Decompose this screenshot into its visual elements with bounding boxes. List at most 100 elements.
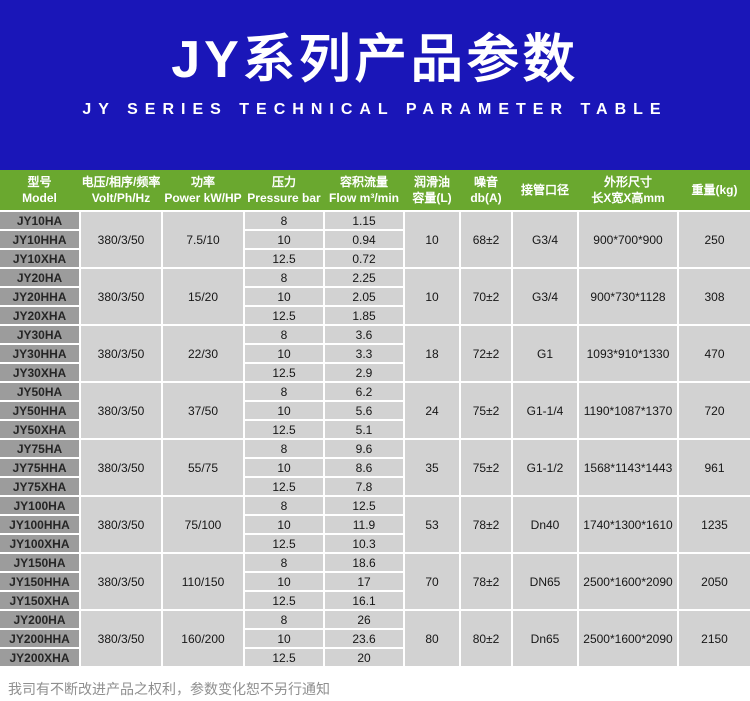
flow-cell: 8.6 bbox=[325, 459, 403, 476]
weight-cell: 308 bbox=[679, 269, 750, 324]
power-cell: 7.5/10 bbox=[163, 212, 243, 267]
dimensions-cell: 1568*1143*1443 bbox=[579, 440, 677, 495]
pressure-cell: 8 bbox=[245, 269, 323, 286]
flow-cell: 1.85 bbox=[325, 307, 403, 324]
pipe-diameter-cell: Dn40 bbox=[513, 497, 577, 552]
pressure-cell: 10 bbox=[245, 231, 323, 248]
model-cell: JY30HA bbox=[0, 326, 79, 343]
pressure-cell: 12.5 bbox=[245, 535, 323, 552]
weight-cell: 1235 bbox=[679, 497, 750, 552]
power-cell: 75/100 bbox=[163, 497, 243, 552]
column-header: 接管口径 bbox=[513, 170, 577, 210]
pressure-cell: 8 bbox=[245, 497, 323, 514]
column-header: 压力 Pressure bar bbox=[245, 170, 323, 210]
flow-cell: 2.9 bbox=[325, 364, 403, 381]
pressure-cell: 10 bbox=[245, 402, 323, 419]
flow-cell: 26 bbox=[325, 611, 403, 628]
weight-cell: 250 bbox=[679, 212, 750, 267]
flow-cell: 9.6 bbox=[325, 440, 403, 457]
page-subtitle: JY SERIES TECHNICAL PARAMETER TABLE bbox=[82, 101, 668, 119]
flow-cell: 5.6 bbox=[325, 402, 403, 419]
volt-cell: 380/3/50 bbox=[81, 497, 161, 552]
table-group: JY75HA JY75HHA JY75XHA 380/3/50 55/75 8 10 12.5… bbox=[0, 440, 750, 495]
model-cell: JY100HHA bbox=[0, 516, 79, 533]
column-header: 容积流量 Flow m³/min bbox=[325, 170, 403, 210]
flow-cell: 16.1 bbox=[325, 592, 403, 609]
noise-cell: 78±2 bbox=[461, 554, 511, 609]
column-header: 电压/相序/频率 Volt/Ph/Hz bbox=[81, 170, 161, 210]
table-group: JY200HA JY200HHA JY200XHA 380/3/50 160/200 8 1… bbox=[0, 611, 750, 666]
table-body: JY10HA JY10HHA JY10XHA 380/3/50 7.5/10 8 10 12.… bbox=[0, 210, 750, 666]
power-cell: 15/20 bbox=[163, 269, 243, 324]
flow-cell: 1.15 bbox=[325, 212, 403, 229]
pressure-cell: 12.5 bbox=[245, 478, 323, 495]
weight-cell: 720 bbox=[679, 383, 750, 438]
weight-cell: 2150 bbox=[679, 611, 750, 666]
pressure-cell: 8 bbox=[245, 326, 323, 343]
pressure-cell: 12.5 bbox=[245, 250, 323, 267]
column-header-line2: Power kW/HP bbox=[164, 191, 242, 205]
dimensions-cell: 1093*910*1330 bbox=[579, 326, 677, 381]
column-header: 重量(kg) bbox=[679, 170, 750, 210]
model-cell: JY200XHA bbox=[0, 649, 79, 666]
noise-cell: 75±2 bbox=[461, 383, 511, 438]
noise-cell: 75±2 bbox=[461, 440, 511, 495]
pressure-cell: 12.5 bbox=[245, 592, 323, 609]
flow-cell: 2.05 bbox=[325, 288, 403, 305]
model-cell: JY75HA bbox=[0, 440, 79, 457]
volt-cell: 380/3/50 bbox=[81, 440, 161, 495]
table-group: JY100HA JY100HHA JY100XHA 380/3/50 75/100 8 10… bbox=[0, 497, 750, 552]
pipe-diameter-cell: G3/4 bbox=[513, 212, 577, 267]
oil-capacity-cell: 80 bbox=[405, 611, 459, 666]
power-cell: 22/30 bbox=[163, 326, 243, 381]
flow-cell: 3.3 bbox=[325, 345, 403, 362]
volt-cell: 380/3/50 bbox=[81, 326, 161, 381]
column-header-line1: 重量(kg) bbox=[691, 182, 738, 197]
column-header: 功率 Power kW/HP bbox=[163, 170, 243, 210]
power-cell: 110/150 bbox=[163, 554, 243, 609]
model-cell: JY150HHA bbox=[0, 573, 79, 590]
dimensions-cell: 1740*1300*1610 bbox=[579, 497, 677, 552]
dimensions-cell: 900*700*900 bbox=[579, 212, 677, 267]
flow-cell: 18.6 bbox=[325, 554, 403, 571]
flow-cell: 23.6 bbox=[325, 630, 403, 647]
pipe-diameter-cell: G1-1/2 bbox=[513, 440, 577, 495]
oil-capacity-cell: 35 bbox=[405, 440, 459, 495]
volt-cell: 380/3/50 bbox=[81, 383, 161, 438]
table-group: JY20HA JY20HHA JY20XHA 380/3/50 15/20 8 10 12.5… bbox=[0, 269, 750, 324]
pressure-cell: 12.5 bbox=[245, 307, 323, 324]
column-header-line1: 容积流量 bbox=[339, 174, 388, 189]
column-header-line1: 电压/相序/频率 bbox=[81, 174, 161, 189]
model-cell: JY75XHA bbox=[0, 478, 79, 495]
column-header-line1: 压力 bbox=[271, 174, 296, 189]
model-cell: JY150HA bbox=[0, 554, 79, 571]
column-header-line2: Model bbox=[22, 191, 57, 205]
pressure-cell: 10 bbox=[245, 288, 323, 305]
column-header: 外形尺寸 长X宽X高mm bbox=[579, 170, 677, 210]
power-cell: 160/200 bbox=[163, 611, 243, 666]
model-cell: JY20HA bbox=[0, 269, 79, 286]
footer-note: 我司有不断改进产品之权利，参数变化恕不另行通知 bbox=[8, 681, 330, 697]
pressure-cell: 12.5 bbox=[245, 421, 323, 438]
model-cell: JY30XHA bbox=[0, 364, 79, 381]
pressure-cell: 8 bbox=[245, 611, 323, 628]
pipe-diameter-cell: DN65 bbox=[513, 554, 577, 609]
pressure-cell: 12.5 bbox=[245, 364, 323, 381]
pipe-diameter-cell: G3/4 bbox=[513, 269, 577, 324]
oil-capacity-cell: 70 bbox=[405, 554, 459, 609]
dimensions-cell: 1190*1087*1370 bbox=[579, 383, 677, 438]
model-cell: JY200HHA bbox=[0, 630, 79, 647]
oil-capacity-cell: 53 bbox=[405, 497, 459, 552]
column-header-line2: Flow m³/min bbox=[329, 191, 399, 205]
flow-cell: 7.8 bbox=[325, 478, 403, 495]
column-header-line1: 功率 bbox=[190, 174, 215, 189]
pressure-cell: 10 bbox=[245, 573, 323, 590]
table-group: JY30HA JY30HHA JY30XHA 380/3/50 22/30 8 10 12.5… bbox=[0, 326, 750, 381]
oil-capacity-cell: 18 bbox=[405, 326, 459, 381]
table-group: JY10HA JY10HHA JY10XHA 380/3/50 7.5/10 8 10 12.… bbox=[0, 212, 750, 267]
flow-cell: 5.1 bbox=[325, 421, 403, 438]
table-group: JY50HA JY50HHA JY50XHA 380/3/50 37/50 8 10 12.5… bbox=[0, 383, 750, 438]
pipe-diameter-cell: G1 bbox=[513, 326, 577, 381]
noise-cell: 72±2 bbox=[461, 326, 511, 381]
pressure-cell: 8 bbox=[245, 440, 323, 457]
